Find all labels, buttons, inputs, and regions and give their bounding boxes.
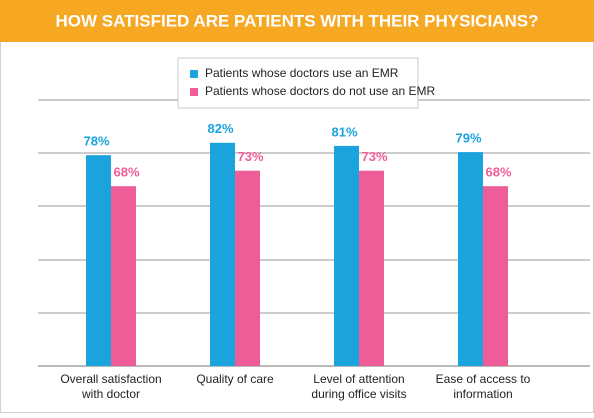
value-label: 73% <box>361 149 387 164</box>
x-tick-label: Ease of access to information <box>436 372 531 401</box>
bar <box>235 170 260 366</box>
bar <box>86 155 111 366</box>
bar <box>458 152 483 366</box>
bar <box>210 142 235 366</box>
chart-title: HOW SATISFIED ARE PATIENTS WITH THEIR PH… <box>56 11 539 30</box>
legend-label: Patients whose doctors do not use an EMR <box>205 84 435 98</box>
value-label: 79% <box>455 131 481 146</box>
value-label: 78% <box>83 134 109 149</box>
value-label: 81% <box>331 124 357 139</box>
value-label: 82% <box>207 121 233 136</box>
x-tick-label: Quality of care <box>196 372 274 386</box>
x-tick-line: Overall satisfaction <box>60 372 161 386</box>
value-label: 68% <box>485 165 511 180</box>
legend-swatch <box>190 70 198 78</box>
bar <box>111 186 136 366</box>
x-tick-line: with doctor <box>81 387 140 401</box>
bar <box>359 170 384 366</box>
legend-label: Patients whose doctors use an EMR <box>205 66 399 80</box>
value-label: 73% <box>237 149 263 164</box>
title-bar <box>0 0 594 42</box>
x-tick-line: information <box>453 387 512 401</box>
legend-swatch <box>190 88 198 96</box>
x-tick-line: during office visits <box>311 387 406 401</box>
value-label: 68% <box>113 165 139 180</box>
x-tick-line: Quality of care <box>196 372 274 386</box>
bar <box>483 186 508 366</box>
bar <box>334 145 359 366</box>
x-tick-label: Overall satisfaction with doctor <box>60 372 161 401</box>
x-tick-label: Level of attention during office visits <box>311 372 406 401</box>
x-tick-line: Level of attention <box>313 372 404 386</box>
legend <box>177 57 419 109</box>
x-tick-line: Ease of access to <box>436 372 531 386</box>
